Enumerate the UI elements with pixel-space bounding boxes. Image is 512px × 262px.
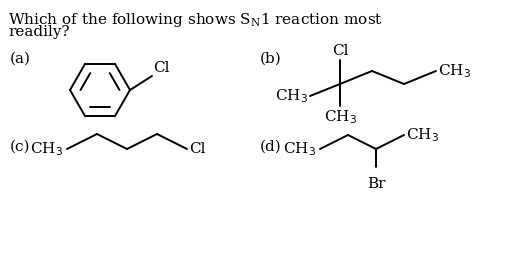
Text: (a): (a) <box>10 52 31 66</box>
Text: Cl: Cl <box>189 142 205 156</box>
Text: Br: Br <box>367 177 385 191</box>
Text: CH$_3$: CH$_3$ <box>406 126 439 144</box>
Text: CH$_3$: CH$_3$ <box>324 108 356 126</box>
Text: CH$_3$: CH$_3$ <box>275 87 308 105</box>
Text: (b): (b) <box>260 52 282 66</box>
Text: CH$_3$: CH$_3$ <box>30 140 63 158</box>
Text: Which of the following shows $\mathregular{S_N}$1 reaction most: Which of the following shows $\mathregul… <box>8 11 383 29</box>
Text: CH$_3$: CH$_3$ <box>438 62 471 80</box>
Text: (d): (d) <box>260 140 282 154</box>
Text: readily?: readily? <box>8 25 70 39</box>
Text: (c): (c) <box>10 140 31 154</box>
Text: Cl: Cl <box>153 61 169 75</box>
Text: Cl: Cl <box>332 44 348 58</box>
Text: CH$_3$: CH$_3$ <box>283 140 316 158</box>
